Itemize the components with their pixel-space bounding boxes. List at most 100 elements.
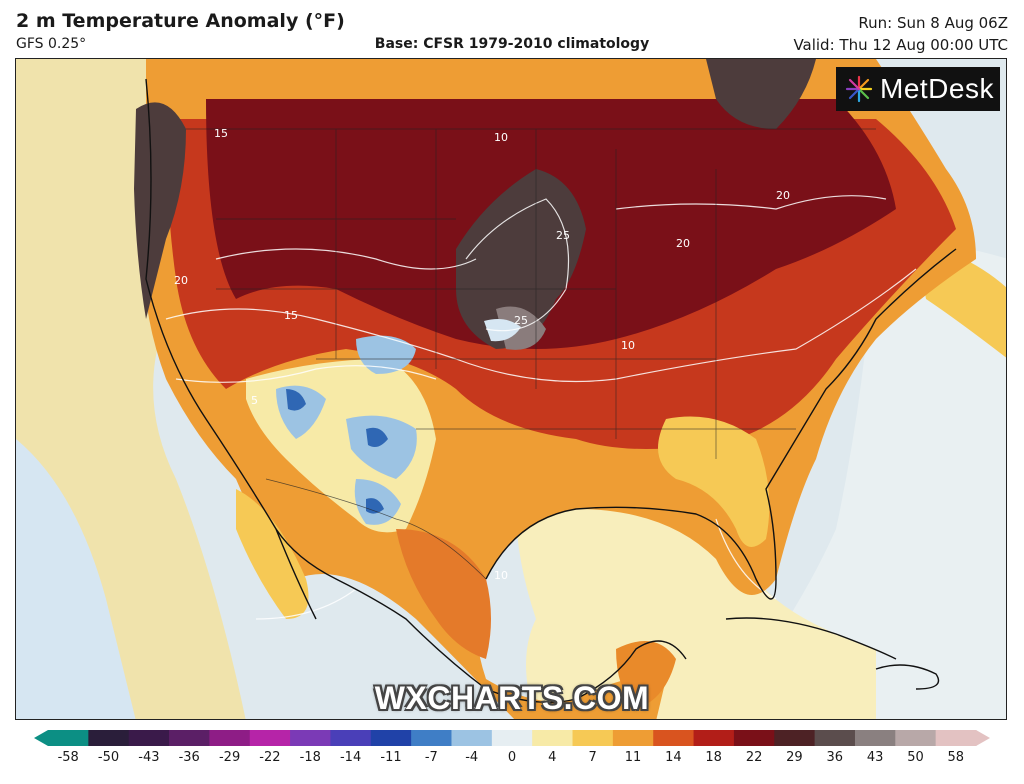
scale-color-cell: [48, 730, 89, 746]
climatology-base: Base: CFSR 1979-2010 climatology: [374, 36, 650, 52]
scale-tick-label: 29: [786, 750, 803, 765]
scale-tick-label: -29: [218, 750, 241, 765]
coastlines: [145, 78, 957, 703]
plains-extreme-patch: [456, 169, 586, 349]
scale-color-cell: [169, 730, 210, 746]
cuba-coastline: [725, 617, 897, 660]
contour-label: 20: [776, 189, 790, 202]
scale-tick-label: -14: [339, 750, 362, 765]
scale-color-cell: [653, 730, 695, 746]
southeast-light-warm: [658, 416, 770, 547]
southwest-blue-core-1: [286, 389, 306, 411]
southwest-cool-patch-3: [346, 415, 417, 479]
scale-tick-label: -50: [97, 750, 120, 765]
west-coastline: [145, 78, 317, 620]
contour-line-baja: [255, 588, 357, 620]
border-us-mexico: [265, 478, 487, 580]
scale-tick-label: 43: [866, 750, 884, 765]
map-canvas: 15 15 20 10 25 25 20 10 5 20 10: [16, 59, 1006, 719]
scale-color-cell: [733, 730, 775, 746]
scale-color-cell: [612, 730, 654, 746]
isotherm-contours: [165, 195, 917, 620]
contour-labels: 15 15 20 10 25 25 20 10 5 20 10: [174, 127, 790, 582]
scale-tick-label: -4: [465, 750, 479, 765]
contour-label: 15: [284, 309, 298, 322]
contour-line-10: [165, 268, 917, 383]
scale-tick-label: -7: [424, 750, 438, 765]
contour-line-5: [175, 365, 437, 383]
scale-left-arrow: [34, 730, 48, 746]
yucatan-coastline: [575, 640, 687, 700]
contour-label: 15: [214, 127, 228, 140]
southwest-blue-core-2: [366, 427, 388, 447]
hispaniola-coastline: [875, 664, 940, 690]
metdesk-logo: MetDesk: [836, 67, 1000, 111]
scale-color-cell: [411, 730, 452, 746]
mexico-pacific-coastline: [275, 528, 577, 703]
yucatan-warm-area: [616, 641, 676, 709]
canada-extreme-patch: [706, 59, 816, 129]
color-scale-bar: [34, 730, 990, 746]
scale-color-cell: [88, 730, 130, 746]
run-time: Run: Sun 8 Aug 06Z: [858, 14, 1008, 32]
contour-label: 20: [174, 274, 188, 287]
color-scale-legend: -58 -50 -43 -36 -29 -22 -18 -14 -11 -7 -4 0 4 7 11 14 18…: [0, 728, 1024, 784]
state-borders: [186, 128, 876, 580]
scale-color-cell: [814, 730, 856, 746]
scale-tick-label: 22: [745, 750, 763, 765]
scale-tick-label: 18: [705, 750, 722, 765]
pacific-cool-patch: [16, 439, 136, 719]
scale-color-cell: [935, 730, 977, 746]
baja-warm-area: [236, 489, 309, 619]
contour-label: 25: [514, 314, 528, 327]
interior-borders: [216, 129, 796, 459]
scale-tick-label: -58: [57, 750, 79, 765]
gulf-atlantic-coastline: [485, 248, 957, 600]
scale-color-cell: [895, 730, 937, 746]
atlantic-anomaly: [717, 229, 1006, 719]
scale-color-cell: [128, 730, 170, 746]
contour-label: 25: [556, 229, 570, 242]
scale-tick-label: -22: [259, 750, 281, 765]
anomaly-map: 15 15 20 10 25 25 20 10 5 20 10: [15, 58, 1007, 720]
scale-color-cell: [330, 730, 372, 746]
contour-label: 5: [251, 394, 258, 407]
contour-line-florida: [715, 518, 777, 600]
scale-tick-label: 11: [624, 750, 642, 765]
scale-tick-label: 7: [588, 750, 597, 765]
metdesk-logo-text: MetDesk: [880, 73, 994, 104]
scale-tick-label: 14: [665, 750, 682, 765]
scale-color-cell: [854, 730, 896, 746]
scale-right-arrow: [976, 730, 990, 746]
scale-color-cell: [290, 730, 331, 746]
contour-label: 10: [621, 339, 635, 352]
scale-color-cell: [451, 730, 493, 746]
scale-color-cell: [209, 730, 251, 746]
scale-tick-label: -43: [138, 750, 160, 765]
contour-label: 10: [494, 569, 508, 582]
scale-tick-label: 4: [548, 750, 557, 765]
scale-color-cell: [532, 730, 574, 746]
chart-title: 2 m Temperature Anomaly (°F): [16, 10, 345, 32]
scale-color-cell: [491, 730, 533, 746]
scale-tick-label: 50: [907, 750, 924, 765]
scale-tick-label: 36: [826, 750, 844, 765]
valid-time: Valid: Thu 12 Aug 00:00 UTC: [793, 36, 1008, 54]
southwest-cool-patch-2: [356, 335, 416, 374]
scale-tick-label: -36: [178, 750, 200, 765]
contour-line-20: [465, 198, 570, 332]
scale-color-cell: [249, 730, 291, 746]
contour-line-15: [215, 248, 477, 270]
scale-color-cell: [693, 730, 735, 746]
scale-tick-label: -18: [299, 750, 321, 765]
wxcharts-watermark: WXCHARTS.COM: [374, 680, 650, 716]
scale-color-cell: [774, 730, 816, 746]
scale-color-cell: [370, 730, 412, 746]
contour-label: 10: [494, 131, 508, 144]
starburst-icon: [845, 75, 873, 103]
scale-tick-label: -11: [380, 750, 402, 765]
contour-label: 20: [676, 237, 690, 250]
scale-tick-label: 58: [947, 750, 965, 765]
model-label: GFS 0.25°: [16, 36, 87, 52]
scale-tick-label: 0: [507, 750, 517, 765]
